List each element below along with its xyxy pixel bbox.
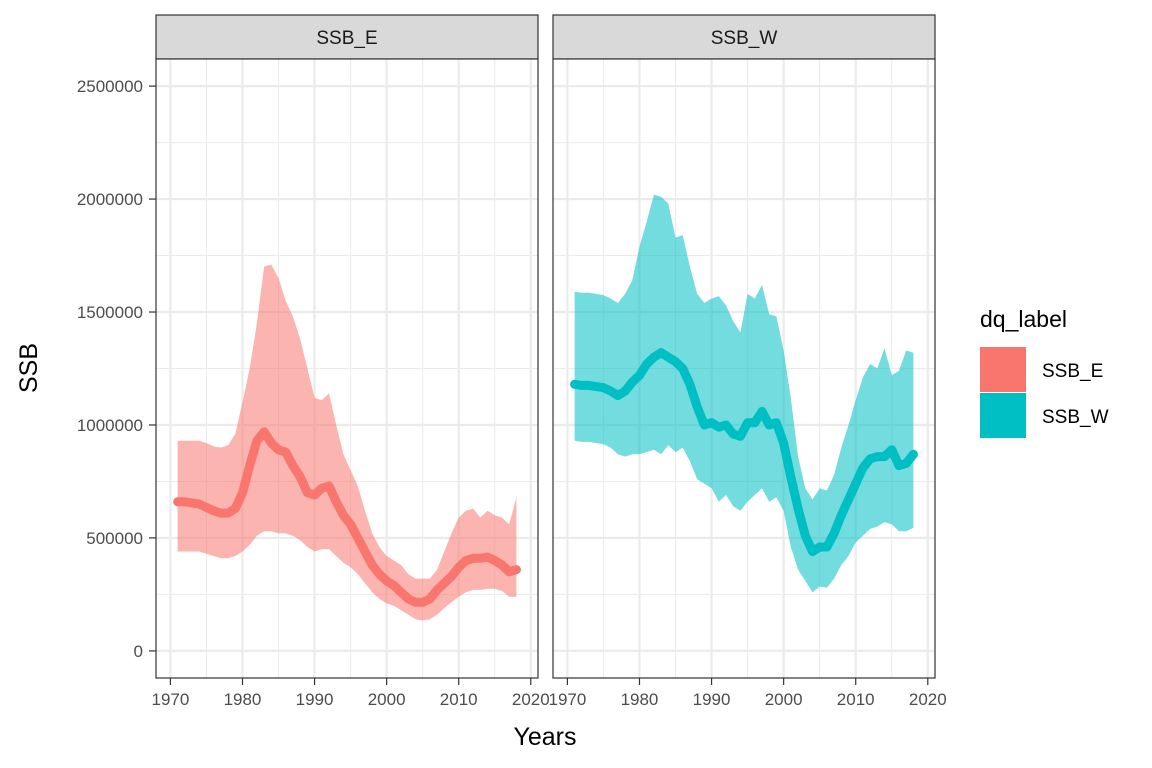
y-axis-title: SSB	[15, 343, 43, 393]
y-tick-label: 2000000	[77, 190, 143, 209]
x-tick-label: 1980	[621, 690, 659, 709]
x-tick-label: 2020	[909, 690, 947, 709]
y-tick-label: 2500000	[77, 77, 143, 96]
panel-ssb-w-strip	[552, 14, 936, 60]
x-tick-label: 1980	[224, 690, 262, 709]
x-tick-label: 1970	[549, 690, 587, 709]
y-tick-label: 1000000	[77, 416, 143, 435]
confidence-ribbon	[177, 264, 517, 621]
y-tick-label: 1500000	[77, 303, 143, 322]
legend: dq_label SSB_E SSB_W	[980, 306, 1109, 438]
panel-ssb-e-strip-label: SSB_E	[316, 28, 377, 49]
ssb-estimate-line	[173, 427, 521, 607]
panel-ssb-w-border	[552, 58, 936, 679]
panel-ssb-e-data	[173, 264, 521, 621]
x-axis-title: Years	[513, 723, 576, 751]
x-tick-label: 2020	[512, 690, 550, 709]
panel-ssb-e-border	[155, 58, 539, 679]
y-tick-label: 500000	[86, 529, 143, 548]
legend-swatch-ssb-e	[980, 347, 1026, 392]
legend-swatch-ssb-w	[980, 393, 1026, 438]
y-tick-label: 0	[134, 642, 143, 661]
x-tick-label: 2010	[837, 690, 875, 709]
panel-ssb-w: SSB_W 1970 1980 1990 2000 2010 2020	[549, 14, 947, 709]
ssb-estimate-line	[570, 348, 918, 556]
confidence-ribbon	[574, 194, 914, 593]
panel-ssb-w-strip-label: SSB_W	[711, 28, 778, 49]
panel-ssb-w-x-axis: 1970 1980 1990 2000 2010 2020	[549, 678, 947, 709]
y-axis: 0 500000 1000000 1500000 2000000 2500000	[77, 77, 156, 661]
legend-title: dq_label	[980, 306, 1067, 332]
legend-label-ssb-w: SSB_W	[1042, 407, 1109, 428]
panel-ssb-e: SSB_E 1970 1980 1990 2000 2010 2020	[152, 14, 550, 709]
panel-ssb-w-data	[570, 194, 918, 593]
x-tick-label: 2000	[368, 690, 406, 709]
x-tick-label: 1990	[693, 690, 731, 709]
legend-label-ssb-e: SSB_E	[1042, 361, 1103, 382]
x-tick-label: 2000	[765, 690, 803, 709]
x-tick-label: 2010	[440, 690, 478, 709]
panel-ssb-e-x-axis: 1970 1980 1990 2000 2010 2020	[152, 678, 550, 709]
panel-ssb-e-strip	[155, 14, 539, 60]
x-tick-label: 1970	[152, 690, 190, 709]
x-tick-label: 1990	[296, 690, 334, 709]
